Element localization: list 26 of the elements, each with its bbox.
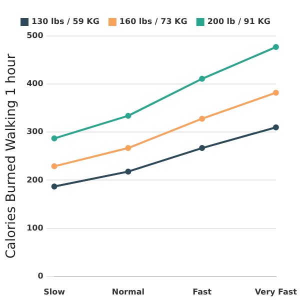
point	[199, 116, 206, 122]
point	[199, 76, 206, 82]
y-tick-label: 400	[26, 79, 44, 88]
point	[125, 168, 132, 175]
y-tick-label: 500	[26, 31, 44, 40]
point	[51, 183, 58, 190]
point	[272, 44, 279, 50]
x-tick-label: Fast	[192, 287, 212, 296]
legend-label: 200 lb / 91 KG	[207, 17, 270, 26]
x-tick-label: Slow	[44, 287, 66, 296]
legend-label: 130 lbs / 59 KG	[32, 17, 100, 26]
point	[125, 145, 132, 152]
point	[51, 163, 58, 170]
point	[199, 145, 206, 152]
y-tick-label: 200	[26, 175, 44, 184]
x-tick-label: Very Fast	[254, 287, 298, 296]
y-axis-title: Calories Burned Walking 1 hour	[4, 53, 20, 259]
point	[272, 124, 279, 130]
legend-label: 160 lbs / 73 KG	[119, 17, 188, 26]
y-tick-label: 100	[26, 223, 44, 232]
point	[125, 112, 132, 119]
point	[272, 90, 279, 96]
y-tick-label: 0	[38, 271, 44, 280]
point	[51, 135, 58, 142]
y-tick-label: 300	[26, 127, 44, 136]
x-tick-label: Normal	[112, 287, 145, 296]
